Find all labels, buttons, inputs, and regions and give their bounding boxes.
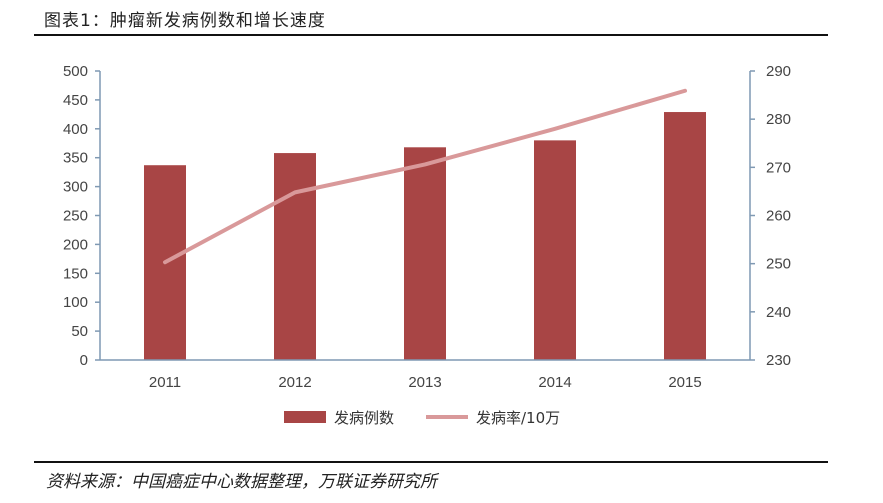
legend: 发病例数 发病率/10万 xyxy=(284,409,560,427)
source-note: 资料来源：中国癌症中心数据整理，万联证券研究所 xyxy=(46,472,437,492)
y-right-tick-label: 250 xyxy=(766,256,791,273)
y-right-axis: 230 240 250 260 270 280 290 xyxy=(749,63,791,369)
source-rule xyxy=(34,461,828,463)
chart-title: 图表1：肿瘤新发病例数和增长速度 xyxy=(44,11,326,31)
line-series xyxy=(163,88,687,265)
y-right-tick-label: 240 xyxy=(766,304,791,321)
y-right-tick-label: 290 xyxy=(766,63,791,80)
line-path xyxy=(163,88,687,265)
title-bar: 图表1：肿瘤新发病例数和增长速度 xyxy=(34,0,828,36)
chart-area: 0 50 100 150 200 250 300 350 400 450 500 230 240 250… xyxy=(63,63,791,427)
y-left-tick-label: 400 xyxy=(63,121,88,138)
y-right-tick-label: 230 xyxy=(766,352,791,369)
y-left-tick-label: 200 xyxy=(63,236,88,253)
y-left-tick-label: 350 xyxy=(63,150,88,167)
x-tick-label: 2015 xyxy=(668,374,701,391)
bar xyxy=(664,112,706,361)
legend-bar-label: 发病例数 xyxy=(334,409,394,427)
y-right-tick-label: 280 xyxy=(766,111,791,128)
y-left-tick-label: 250 xyxy=(63,208,88,225)
bar xyxy=(404,147,446,360)
bar xyxy=(534,140,576,360)
y-right-tick-label: 260 xyxy=(766,208,791,225)
legend-bar-swatch xyxy=(284,411,326,423)
x-tick-label: 2012 xyxy=(278,374,311,391)
x-tick-label: 2011 xyxy=(149,374,181,391)
y-left-axis: 0 50 100 150 200 250 300 350 400 450 500 xyxy=(63,63,101,369)
bar-series xyxy=(144,112,706,361)
y-left-tick-label: 100 xyxy=(63,294,88,311)
y-left-tick-label: 500 xyxy=(63,63,88,80)
x-tick-label: 2013 xyxy=(408,374,441,391)
y-left-tick-label: 150 xyxy=(63,265,88,282)
legend-line-label: 发病率/10万 xyxy=(476,409,560,427)
y-left-tick-label: 0 xyxy=(80,352,88,369)
x-axis: 2011 2012 2013 2014 2015 xyxy=(100,359,750,391)
y-left-tick-label: 50 xyxy=(71,323,88,340)
y-left-tick-label: 450 xyxy=(63,92,88,109)
x-tick-label: 2014 xyxy=(538,374,571,391)
y-right-tick-label: 270 xyxy=(766,159,791,176)
y-left-tick-label: 300 xyxy=(63,179,88,196)
bar xyxy=(274,153,316,360)
